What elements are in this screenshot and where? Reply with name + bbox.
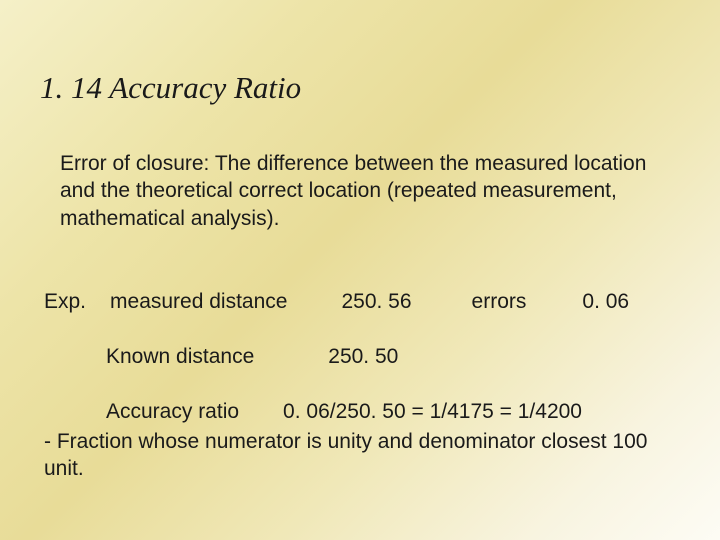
accuracy-ratio-expression: 0. 06/250. 50 = 1/4175 = 1/4200 [283, 400, 582, 423]
example-label: Exp. [44, 290, 86, 313]
measured-row: Exp. measured distance 250. 56 errors 0. 06 [44, 290, 684, 314]
measured-distance-label: measured distance [110, 290, 287, 313]
slide: 1. 14 Accuracy Ratio Error of closure: T… [0, 0, 720, 540]
accuracy-row: Accuracy ratio 0. 06/250. 50 = 1/4175 = 1… [44, 400, 684, 424]
known-distance-value: 250. 50 [328, 345, 398, 368]
errors-label: errors [472, 290, 527, 313]
accuracy-ratio-label: Accuracy ratio [106, 400, 239, 423]
known-distance-label: Known distance [106, 345, 254, 368]
measured-distance-value: 250. 56 [341, 290, 411, 313]
definition-paragraph: Error of closure: The difference between… [60, 150, 660, 232]
known-row: Known distance 250. 50 [44, 345, 684, 369]
note-line: - Fraction whose numerator is unity and … [44, 428, 684, 483]
slide-title: 1. 14 Accuracy Ratio [40, 70, 301, 106]
errors-value: 0. 06 [582, 290, 629, 313]
